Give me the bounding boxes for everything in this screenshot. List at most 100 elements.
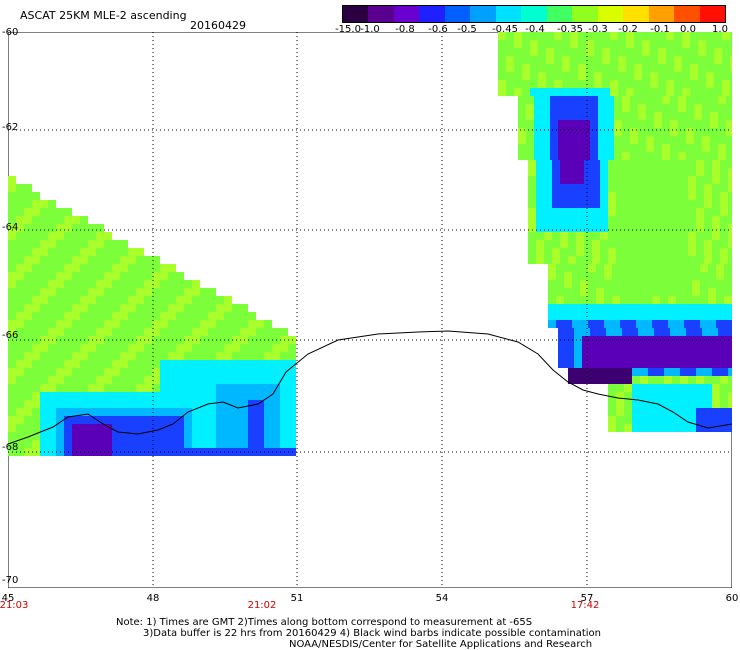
colorbar-label: -0.35	[557, 24, 583, 35]
wind-cell	[544, 248, 552, 256]
wind-cell	[208, 288, 216, 296]
wind-cell	[64, 240, 72, 248]
wind-cell	[682, 72, 690, 80]
wind-cell	[120, 272, 128, 280]
wind-cell	[596, 304, 604, 312]
wind-cell	[582, 328, 590, 336]
wind-cell	[56, 432, 64, 440]
wind-cell	[200, 376, 208, 384]
wind-cell	[566, 112, 574, 120]
wind-cell	[200, 408, 208, 416]
wind-cell	[526, 112, 534, 120]
wind-cell	[710, 336, 718, 344]
wind-cell	[574, 136, 582, 144]
wind-cell	[48, 304, 56, 312]
wind-cell	[32, 384, 40, 392]
wind-cell	[48, 208, 56, 216]
wind-cell	[686, 112, 694, 120]
wind-cell	[724, 264, 732, 272]
wind-cell	[636, 288, 644, 296]
wind-cell	[152, 320, 160, 328]
wind-cell	[552, 248, 560, 256]
wind-cell	[576, 200, 584, 208]
wind-cell	[646, 128, 654, 136]
wind-cell	[652, 272, 660, 280]
wind-cell	[594, 40, 602, 48]
wind-cell	[64, 392, 72, 400]
wind-cell	[548, 312, 556, 320]
wind-cell	[232, 408, 240, 416]
wind-cell	[526, 144, 534, 152]
wind-cell	[144, 344, 152, 352]
wind-cell	[232, 376, 240, 384]
wind-cell	[48, 248, 56, 256]
wind-cell	[8, 200, 16, 208]
wind-cell	[144, 424, 152, 432]
wind-cell	[40, 280, 48, 288]
wind-cell	[16, 352, 24, 360]
wind-cell	[48, 328, 56, 336]
wind-cell	[72, 304, 80, 312]
wind-cell	[176, 360, 184, 368]
wind-cell	[590, 128, 598, 136]
wind-cell	[704, 192, 712, 200]
wind-cell	[646, 328, 654, 336]
wind-cell	[64, 376, 72, 384]
wind-cell	[670, 120, 678, 128]
wind-cell	[534, 136, 542, 144]
wind-cell	[662, 144, 670, 152]
wind-cell	[600, 368, 608, 376]
wind-cell	[64, 280, 72, 288]
wind-cell	[128, 400, 136, 408]
wind-cell	[8, 272, 16, 280]
wind-cell	[522, 56, 530, 64]
wind-cell	[8, 240, 16, 248]
wind-cell	[256, 408, 264, 416]
wind-cell	[638, 352, 646, 360]
wind-cell	[664, 168, 672, 176]
wind-cell	[596, 296, 604, 304]
wind-cell	[656, 192, 664, 200]
wind-cell	[528, 240, 536, 248]
wind-cell	[722, 72, 730, 80]
wind-cell	[48, 240, 56, 248]
wind-cell	[240, 416, 248, 424]
wind-cell	[624, 216, 632, 224]
wind-cell	[256, 416, 264, 424]
wind-cell	[570, 72, 578, 80]
wind-cell	[600, 200, 608, 208]
wind-cell	[104, 304, 112, 312]
wind-cell	[160, 264, 168, 272]
wind-cell	[240, 408, 248, 416]
wind-cell	[644, 288, 652, 296]
wind-cell	[612, 288, 620, 296]
wind-cell	[248, 328, 256, 336]
wind-cell	[696, 224, 704, 232]
wind-cell	[694, 344, 702, 352]
wind-cell	[522, 48, 530, 56]
wind-cell	[8, 376, 16, 384]
wind-cell	[64, 328, 72, 336]
wind-cell	[40, 216, 48, 224]
wind-cell	[168, 264, 176, 272]
wind-cell	[56, 256, 64, 264]
wind-cell	[648, 224, 656, 232]
wind-cell	[224, 312, 232, 320]
wind-cell	[192, 384, 200, 392]
wind-cell	[120, 376, 128, 384]
wind-cell	[672, 240, 680, 248]
wind-cell	[630, 328, 638, 336]
colorbar-label: -0.2	[618, 24, 638, 35]
wind-cell	[280, 440, 288, 448]
wind-cell	[104, 312, 112, 320]
colorbar-label: -0.6	[428, 24, 448, 35]
wind-cell	[642, 88, 650, 96]
wind-cell	[596, 272, 604, 280]
wind-cell	[200, 392, 208, 400]
wind-cell	[642, 72, 650, 80]
wind-cell	[608, 168, 616, 176]
wind-cell	[8, 248, 16, 256]
wind-cell	[160, 400, 168, 408]
wind-cell	[702, 128, 710, 136]
wind-cell	[614, 336, 622, 344]
